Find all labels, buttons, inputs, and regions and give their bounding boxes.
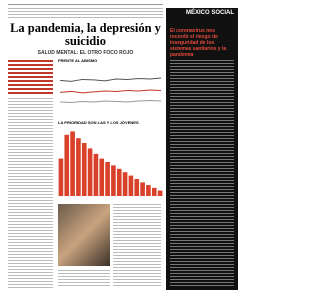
bar: [88, 148, 93, 196]
bar: [158, 191, 163, 196]
series-line: [60, 90, 161, 93]
bar: [82, 143, 87, 196]
sidebar-headline: El coronavirus nos recordó el riesgo de …: [170, 28, 234, 58]
bar: [105, 162, 110, 196]
sidebar-text: [170, 60, 234, 286]
bar: [117, 169, 122, 196]
page: La pandemia, la depresión y suicidio SAL…: [0, 0, 243, 298]
figure-title: LA PRIORIDAD SON LAS Y LOS JÓVENES: [58, 120, 139, 125]
bar: [152, 188, 157, 196]
bar: [146, 185, 151, 196]
bar: [64, 135, 69, 196]
bar: [134, 179, 139, 196]
photo: [58, 204, 110, 266]
bar: [59, 159, 64, 196]
rule: [8, 4, 163, 5]
bar: [70, 131, 75, 196]
line-chart: [58, 64, 163, 116]
column-text: [113, 204, 161, 288]
bar: [140, 182, 145, 196]
bar: [76, 138, 81, 196]
bar-chart: [58, 126, 163, 196]
series-line: [60, 101, 161, 103]
bar: [99, 159, 104, 196]
bar: [111, 165, 116, 196]
section-label: MÉXICO SOCIAL: [170, 10, 234, 16]
bar: [123, 172, 128, 196]
subtitle: SALUD MENTAL: EL OTRO FOCO ROJO: [8, 50, 163, 56]
headline: La pandemia, la depresión y suicidio: [8, 22, 163, 48]
bar: [94, 154, 99, 196]
intro-text: [8, 8, 163, 20]
pull-quote: [8, 60, 53, 94]
bar: [129, 176, 134, 196]
series-line: [60, 78, 161, 81]
figure-title: FRENTE AL ABISMO: [58, 58, 97, 63]
column-text: [8, 98, 53, 288]
column-text: [58, 270, 110, 288]
